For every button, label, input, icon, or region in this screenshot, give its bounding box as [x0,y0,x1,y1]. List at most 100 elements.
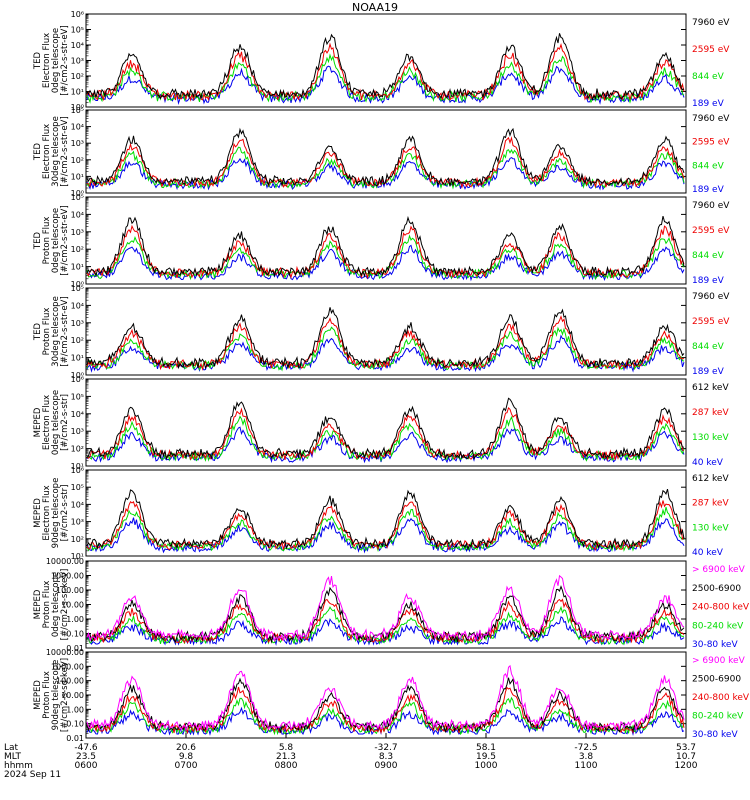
y-tick-label: 10⁰ [71,280,84,289]
legend-entry: 612 keV [692,383,729,393]
y-tick-label: 10³ [71,319,84,328]
x-tick-label: 8.3 [379,752,393,762]
y-tick-label: 1000.00 [51,572,84,581]
y-axis-label: Electron Flux [42,485,52,540]
y-tick-label: 1.00 [66,615,84,624]
series-trace-green [86,605,685,646]
panel-2: 10⁰ 10¹ 10² 10³ 10⁴ 10⁵ TED Electron Flux 30deg … [33,106,730,198]
x-tick-label: 21.3 [276,752,296,762]
y-tick-label: 10⁴ [71,41,84,50]
y-tick-label: 10¹ [71,552,84,561]
x-tick-label: 10.7 [676,752,696,762]
y-tick-label: 10² [71,336,84,345]
y-tick-label: 0.10 [66,720,84,729]
series-trace-red [86,315,685,371]
y-axis-label: TED [33,322,43,341]
y-tick-label: 10² [71,156,84,165]
x-tick-label: 1200 [675,761,698,771]
y-tick-label: 10⁴ [71,123,84,132]
legend-entry: 30-80 keV [692,730,738,740]
legend-entry: 844 eV [692,251,725,261]
legend-entry: 2595 eV [692,45,730,55]
series-trace-black [86,488,685,551]
legend-entry: 287 keV [692,499,729,509]
legend-entry: 189 eV [692,367,725,377]
legend-entry: 240-800 keV [692,693,750,703]
y-tick-label: 10¹ [71,172,84,181]
x-row-label: 2024 Sep 11 [4,770,61,780]
legend-entry: 130 keV [692,433,729,443]
x-tick-label: 0700 [175,761,198,771]
y-tick-label: 10⁰ [71,371,84,380]
y-axis-label: 0deg telescope [51,208,61,273]
y-axis-label: [#/cm2-s-str-eV] [60,116,70,186]
y-axis-label: 0deg telescope [51,390,61,455]
y-tick-label: 10⁵ [71,284,84,293]
legend-entry: 240-800 keV [692,603,750,613]
panel-4: 10⁰ 10¹ 10² 10³ 10⁴ 10⁵ TED Proton Flux 30deg te… [33,284,730,380]
y-tick-label: 1000.00 [51,662,84,671]
y-tick-label: 10¹ [71,88,84,97]
y-axis-label: Electron Flux [42,124,52,179]
x-tick-label: 0600 [75,761,98,771]
legend-entry: 130 keV [692,523,729,533]
panel-frame [85,378,687,467]
y-tick-label: 0.10 [66,630,84,639]
series-trace-black [86,215,685,278]
y-axis-label: MEPED [33,407,43,437]
y-tick-label: 10⁴ [71,210,84,219]
series-trace-blue [86,517,685,554]
y-tick-label: 10² [71,535,84,544]
legend-entry: 7960 eV [692,114,730,124]
legend-entry: 7960 eV [692,18,730,28]
y-tick-label: 10³ [71,139,84,148]
x-tick-label: -72.5 [574,743,597,753]
y-tick-label: 10000.00 [46,557,84,566]
x-tick-label: 20.6 [176,743,196,753]
y-tick-label: 10⁰ [71,189,84,198]
y-axis-label: 30deg telescope [51,116,61,187]
y-axis-label: 30deg telescope [51,296,61,367]
series-trace-black [86,33,685,102]
y-axis-label: Proton Flux [42,671,52,719]
legend-entry: 30-80 keV [692,640,738,650]
y-tick-label: 10² [71,72,84,81]
series-trace-red [86,598,685,644]
x-tick-label: 9.8 [179,752,194,762]
x-tick-label: 0800 [275,761,298,771]
x-tick-label: 1000 [475,761,498,771]
series-trace-red [86,224,685,280]
legend-entry: 2500-6900 [692,584,741,594]
y-axis-label: TED [33,51,43,70]
y-tick-label: 0.01 [66,734,84,743]
legend-entry: 844 eV [692,161,725,171]
y-tick-label: 10⁵ [71,392,84,401]
y-tick-label: 10³ [71,228,84,237]
legend-entry: 40 keV [692,548,724,558]
legend-entry: 189 eV [692,99,725,109]
y-tick-label: 10⁶ [71,466,84,475]
y-axis-label: TED [33,231,43,250]
x-tick-label: 1100 [575,761,598,771]
y-tick-label: 10⁵ [71,483,84,492]
panel-frame [85,196,687,285]
series-trace-magenta [86,574,685,643]
chart-title: NOAA19 [351,1,399,14]
x-tick-label: 58.1 [476,743,496,753]
y-tick-label: 10000.00 [46,648,84,657]
y-tick-label: 10⁵ [71,26,84,35]
x-row-label: Lat [4,743,19,753]
y-tick-label: 10³ [71,427,84,436]
panel-1: 10⁰ 10¹ 10² 10³ 10⁴ 10⁵ 10⁶ TED Electron Flux 0de… [33,10,730,112]
y-tick-label: 10⁴ [71,410,84,419]
panel-frame [85,109,687,194]
y-tick-label: 100.00 [56,586,84,595]
y-axis-label: 90deg telescope [51,478,61,549]
legend-entry: 80-240 keV [692,621,744,631]
series-trace-red [86,42,685,102]
legend-entry: 612 keV [692,474,729,484]
y-tick-label: 10⁶ [71,375,84,384]
y-tick-label: 10⁶ [71,10,84,19]
y-tick-label: 10.00 [61,691,84,700]
